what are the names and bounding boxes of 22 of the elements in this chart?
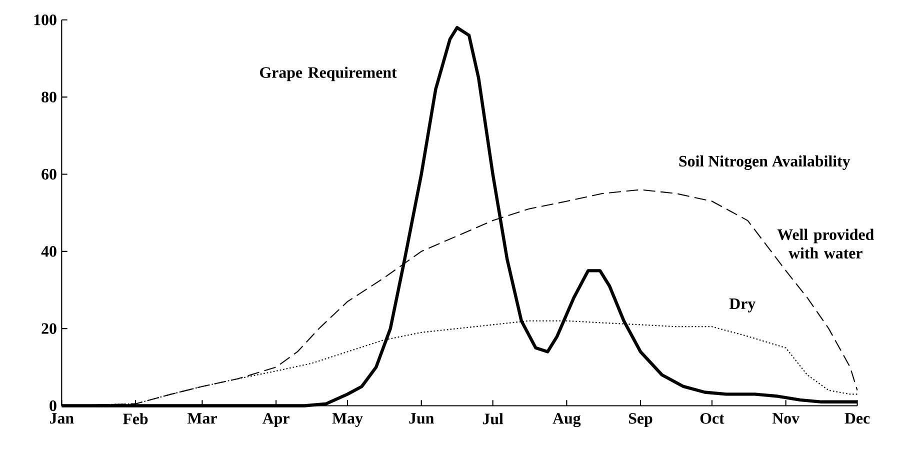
series-label: Well provided with water [777,228,874,259]
x-tick-label: Apr [262,413,290,428]
x-tick-label: Sep [628,413,652,428]
y-tick-label: 100 [34,14,56,26]
x-tick-label: Jan [50,413,74,424]
y-tick-label: 40 [41,246,56,257]
series-label: Dry [729,298,756,312]
y-tick-label: 60 [42,168,56,180]
y-tick-label: 0 [50,400,56,412]
x-tick-label: Jul [482,413,504,424]
x-tick-label: Dec [844,413,870,424]
x-tick-label: Mar [187,413,217,424]
x-tick-label: Feb [122,413,148,424]
text: Grape Requirement [260,66,397,82]
x-tick-label: Jun [409,413,434,424]
annotation: Soil Nitrogen Availability [679,155,850,170]
x-tick-label: Oct [700,413,724,424]
x-tick-label: May [332,413,363,428]
x-tick-label: Aug [552,413,581,428]
y-tick-label: 80 [42,92,56,102]
x-tick-label: Nov [772,413,800,424]
y-tick-label: 20 [42,323,56,334]
